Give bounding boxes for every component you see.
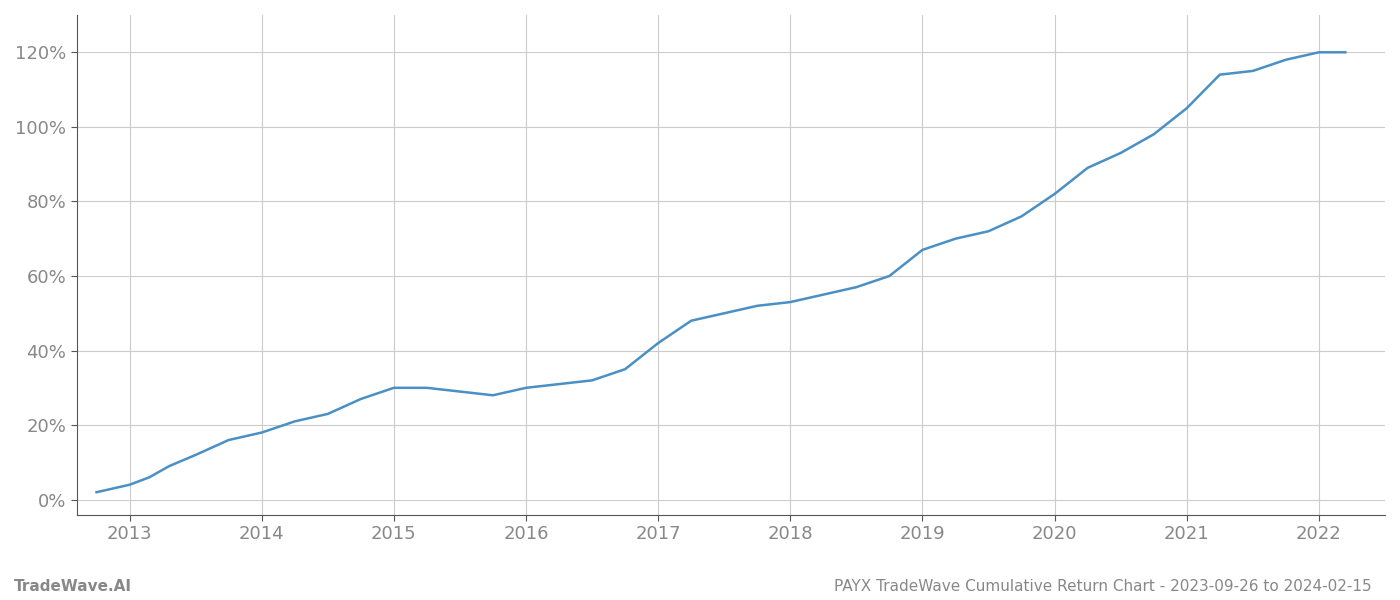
Text: TradeWave.AI: TradeWave.AI xyxy=(14,579,132,594)
Text: PAYX TradeWave Cumulative Return Chart - 2023-09-26 to 2024-02-15: PAYX TradeWave Cumulative Return Chart -… xyxy=(834,579,1372,594)
